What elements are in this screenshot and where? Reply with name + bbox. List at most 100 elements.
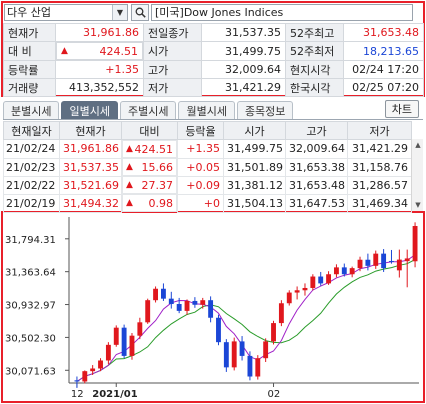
y-tick-label: 30,502.30 [5,333,56,344]
table-row[interactable]: 21/02/23 31,537.35 ▲ 15.66 +0.05 31,501.89 31,… [3,157,412,177]
quote-value: 31,961.86 [55,23,144,42]
cell-close: 31,961.86 [59,139,122,159]
column-header[interactable]: 고가 [285,121,348,140]
tab-3[interactable]: 주별시세 [119,101,177,119]
quote-row: 대 비 ▲ 424.51 시가 31,499.75 52주최저 18,213.65 [3,41,424,61]
search-button[interactable] [131,3,149,21]
candle-body [231,341,237,368]
candle-body [105,344,111,361]
up-arrow-icon: ▲ [126,162,133,172]
chevron-down-icon[interactable]: ▼ [112,4,127,20]
quote-label: 현지시각 [285,60,344,79]
quote-label: 전일종가 [143,23,202,42]
candle-body [310,276,316,288]
candle-body [129,335,135,356]
up-arrow-icon: ▲ [61,46,68,56]
change-value: 15.66 [141,160,174,174]
stock-select-value: 다우 산업 [7,6,51,19]
quote-label: 52주최고 [285,23,344,42]
quote-label: 대 비 [3,41,56,61]
cell-change: ▲ 27.37 [122,176,177,194]
candle-body [389,260,394,262]
cell-high: 31,647.53 [285,193,348,213]
cell-close: 31,521.69 [59,175,122,195]
candle-body [168,298,174,305]
candlestick-chart[interactable]: 31,794.31 31,363.64 30,932.97 30,502.30 30,0… [3,213,423,401]
tab-1[interactable]: 분별시세 [3,101,60,119]
quote-value: 31,537.35 [201,23,286,42]
column-header[interactable]: 저가 [347,121,412,140]
candle-body [263,341,269,359]
column-header[interactable]: 대비 [121,121,178,140]
candle-body [404,258,410,262]
candle-body [349,268,355,275]
change-value: 424.51 [134,142,174,156]
tab-2[interactable]: 일별시세 [61,101,118,119]
table-row[interactable]: 21/02/24 31,961.86 ▲ 424.51 +1.35 31,499.75 32… [3,139,412,159]
quote-row: 현재가 31,961.86 전일종가 31,537.35 52주최고 31,653.48 [3,23,424,42]
cell-rate: +0.09 [177,175,224,195]
candle-body [412,226,418,262]
candle-body [365,259,371,266]
cell-date: 21/02/19 [3,193,60,213]
column-header[interactable]: 현재일자 [3,121,60,140]
candle-body [121,327,127,356]
candle-body [74,380,80,382]
quote-value: ▲ 424.51 [56,42,143,60]
table-row[interactable]: 21/02/19 31,494.32 ▲ 0.98 +0 31,504.13 31,647.… [3,193,412,213]
candle-body [396,259,402,271]
scroll-down-icon[interactable]: ▼ [415,201,421,209]
stock-select[interactable]: 다우 산업 ▼ [4,3,128,21]
search-icon [135,7,146,18]
candle-body [247,355,253,377]
quote-label: 거래량 [3,78,56,97]
y-tick-label: 30,932.97 [5,301,56,312]
table-row[interactable]: 21/02/22 31,521.69 ▲ 27.37 +0.09 31,381.12 31,… [3,175,412,195]
cell-low: 31,469.34 [347,193,412,213]
y-tick-label: 30,071.63 [5,366,56,377]
cell-open: 31,504.13 [223,193,286,213]
tab-5[interactable]: 종목정보 [236,101,294,119]
cell-rate: +1.35 [177,139,224,159]
quote-value: 413,352,552 [55,78,144,97]
tab-bar: 분별시세 일별시세 주별시세 월별시세 종목정보 차트 [3,100,423,120]
candle-body [318,276,324,284]
y-tick-label: 31,363.64 [5,268,56,279]
candle-body [381,253,387,269]
cell-rate: +0 [177,193,224,213]
candle-body [373,253,379,266]
candle-body [208,300,214,318]
cell-change: ▲ 0.98 [122,194,177,212]
candle-body [184,300,190,311]
up-arrow-icon: ▲ [126,180,133,190]
column-header[interactable]: 시가 [223,121,286,140]
cell-date: 21/02/23 [3,157,60,177]
x-tick-label: 12 [71,389,84,400]
candle-body [357,259,363,269]
quote-value: 02/25 07:20 [343,78,424,97]
index-full-name: [미국]Dow Jones Indices [151,3,413,21]
candle-body [113,327,119,345]
scroll-up-icon[interactable]: ▲ [415,141,421,149]
quote-label: 등락률 [3,60,56,79]
quote-value: 31,421.29 [201,78,286,97]
candle-body [294,290,300,293]
candle-body [286,292,292,304]
cell-close: 31,494.32 [59,193,122,213]
tab-4[interactable]: 월별시세 [178,101,235,119]
quote-value-text: 424.51 [99,44,139,58]
quote-value: 18,213.65 [343,41,424,61]
candle-body [216,317,221,343]
daily-table-scrollbar[interactable]: ▲ ▼ [411,139,423,211]
quote-value: 32,009.64 [201,60,286,79]
up-arrow-icon: ▲ [126,144,133,154]
candle-body [278,303,284,324]
quote-value: 02/24 17:20 [343,60,424,79]
candle-body [192,300,198,305]
quote-value: +1.35 [55,60,144,79]
candle-body [223,342,229,368]
chart-button[interactable]: 차트 [384,100,419,118]
column-header[interactable]: 등락율 [177,121,224,140]
column-header[interactable]: 현재가 [59,121,122,140]
x-tick-label: 02 [268,389,281,400]
